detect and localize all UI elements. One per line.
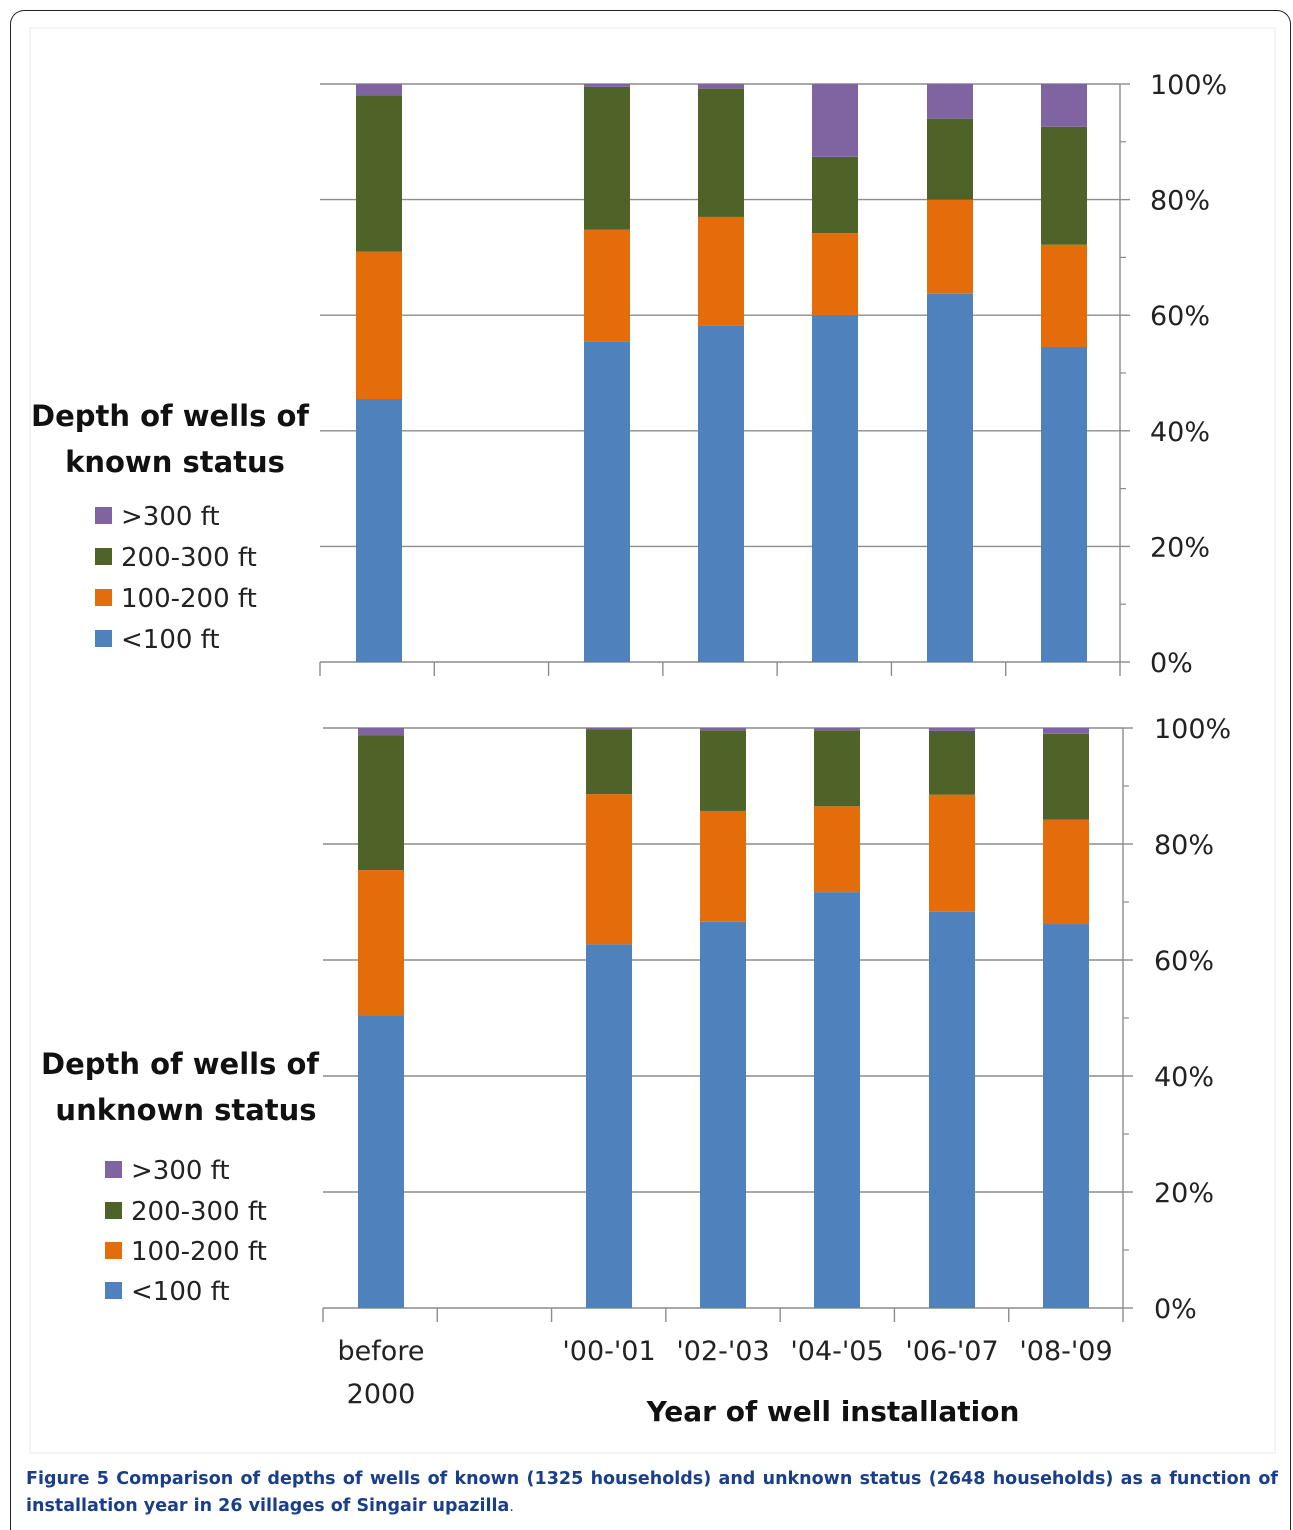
bar-segment [1041, 346, 1087, 662]
bar-segment [584, 84, 630, 87]
bar-segment [814, 730, 860, 807]
bar-segment [584, 341, 630, 662]
x-tick-label: before [338, 1336, 425, 1367]
bar-segment [1043, 728, 1089, 734]
bar-segment [356, 84, 402, 96]
bar-segment [358, 728, 404, 736]
legend-swatch [95, 507, 112, 524]
bar-segment [814, 892, 860, 1308]
bar-segment [584, 229, 630, 342]
x-tick-label: '06-'07 [905, 1336, 998, 1367]
legend-title: known status [65, 445, 285, 479]
bar-segment [698, 216, 744, 326]
bar-segment [700, 921, 746, 1308]
bar-segment [358, 1015, 404, 1308]
bar-segment [700, 730, 746, 811]
bar-segment [356, 251, 402, 400]
bar-segment [929, 728, 975, 731]
x-tick-label: '02-'03 [676, 1336, 769, 1367]
unknown-status-panel: 0% 20% 40% 60% 80% 100% Depth of wells of unkno… [41, 714, 1231, 1428]
bar-segment [586, 728, 632, 730]
bar-segment [927, 84, 973, 119]
bar-segment [927, 293, 973, 662]
bar-segment [812, 156, 858, 234]
x-axis-label: Year of well installation [646, 1395, 1020, 1428]
legend-title: Depth of wells of [41, 1047, 319, 1081]
caption-label: Figure 5 [26, 1469, 109, 1489]
legend-swatch [105, 1282, 122, 1299]
bar-segment [700, 728, 746, 731]
y-tick-label: 80% [1150, 186, 1210, 217]
legend-swatch [105, 1161, 122, 1178]
bar-segment [1043, 819, 1089, 925]
y-tick-label: 20% [1150, 532, 1210, 563]
caption-text: Comparison of depths of wells of known (… [26, 1469, 1278, 1516]
legend-label: <100 ft [131, 1277, 230, 1307]
y-tick-label: 60% [1150, 301, 1210, 332]
x-tick-label: '04-'05 [790, 1336, 883, 1367]
caption-end: . [509, 1499, 514, 1515]
y-tick-label: 80% [1154, 830, 1214, 861]
x-tick-label: 2000 [347, 1379, 416, 1410]
legend-label: 200-300 ft [131, 1197, 267, 1227]
legend-swatch [105, 1202, 122, 1219]
figure-caption: Figure 5 Comparison of depths of wells o… [26, 1466, 1278, 1521]
bar-segment [814, 806, 860, 893]
bar-segment [698, 88, 744, 217]
legend-swatch [95, 548, 112, 565]
bar-segment [698, 84, 744, 89]
legend-swatch [95, 630, 112, 647]
bar-segment [1041, 84, 1087, 127]
bar-segment [1041, 244, 1087, 347]
bar-segment [927, 199, 973, 294]
bar-segment [1041, 126, 1087, 245]
legend-label: 200-300 ft [121, 543, 257, 573]
legend-label: 100-200 ft [131, 1237, 267, 1267]
bar-segment [929, 911, 975, 1308]
y-tick-label: 100% [1150, 70, 1227, 101]
bar-segment [358, 870, 404, 1016]
bar-segment [356, 95, 402, 252]
bar-segment [1043, 924, 1089, 1308]
legend-title: unknown status [55, 1093, 316, 1127]
legend-label: >300 ft [121, 502, 220, 532]
y-tick-label: 20% [1154, 1178, 1214, 1209]
bar-segment [929, 794, 975, 912]
bar-segment [812, 84, 858, 157]
y-tick-label: 100% [1154, 714, 1231, 745]
bar-segment [929, 730, 975, 795]
legend-swatch [105, 1242, 122, 1259]
bar-segment [584, 86, 630, 230]
legend-swatch [95, 589, 112, 606]
bar-segment [812, 315, 858, 662]
bar-segment [358, 735, 404, 871]
y-tick-label: 60% [1154, 946, 1214, 977]
stacked-bar-charts: 0% 20% 40% 60% 80% 100% Depth of wells of known… [29, 27, 1276, 1454]
y-tick-label: 0% [1150, 648, 1193, 679]
bar-segment [700, 810, 746, 922]
y-tick-label: 40% [1154, 1062, 1214, 1093]
bar-segment [698, 325, 744, 662]
bar-segment [586, 794, 632, 945]
legend-label: >300 ft [131, 1156, 230, 1186]
x-tick-label: '00-'01 [562, 1336, 655, 1367]
legend-label: <100 ft [121, 625, 220, 655]
legend-title: Depth of wells of [31, 399, 309, 433]
bar-segment [586, 944, 632, 1308]
bar-segment [1043, 733, 1089, 820]
bar-segment [586, 729, 632, 795]
bar-segment [356, 399, 402, 662]
bar-segment [812, 233, 858, 316]
bar-segment [927, 118, 973, 200]
known-status-panel: 0% 20% 40% 60% 80% 100% Depth of wells of known… [31, 70, 1227, 679]
legend-label: 100-200 ft [121, 584, 257, 614]
y-tick-label: 40% [1150, 417, 1210, 448]
bar-segment [814, 728, 860, 731]
x-tick-label: '08-'09 [1019, 1336, 1112, 1367]
y-tick-label: 0% [1154, 1294, 1197, 1325]
